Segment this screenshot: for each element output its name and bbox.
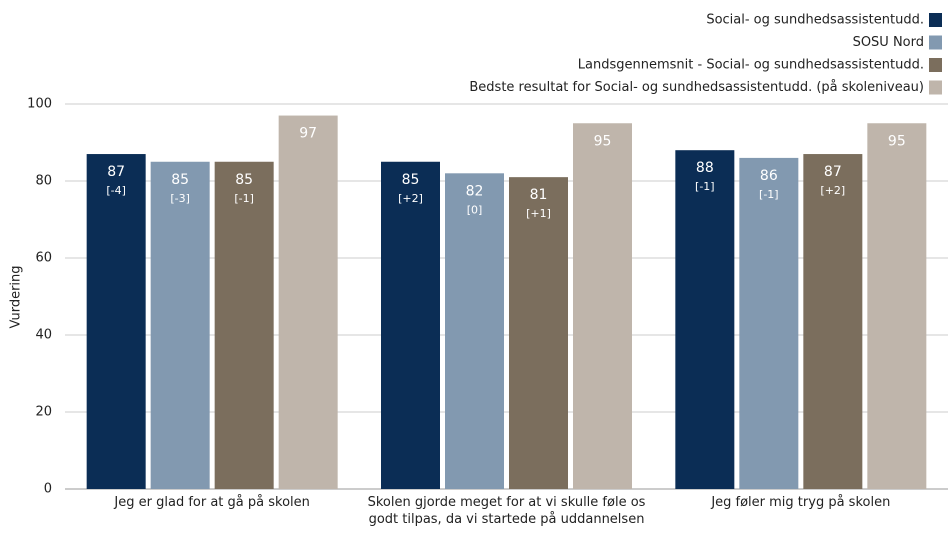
value-label: 88 [696, 160, 714, 176]
x-tick-label-box: Jeg føler mig tryg på skolen [711, 495, 891, 510]
value-label: 85 [235, 172, 253, 188]
value-label: 85 [171, 172, 189, 188]
bar [381, 161, 440, 489]
bar [278, 115, 338, 490]
bar [445, 173, 504, 490]
x-tick-label: Jeg føler mig tryg på skolen [711, 495, 891, 510]
y-tick-label: 80 [35, 174, 52, 189]
legend-swatch [929, 13, 942, 27]
legend-swatch [929, 58, 942, 72]
value-label: 82 [466, 183, 484, 199]
change-label: [0] [467, 203, 483, 216]
bar [86, 154, 146, 490]
value-label: 85 [402, 172, 420, 188]
value-label: 87 [107, 164, 125, 180]
legend-label: Bedste resultat for Social- og sundhedsa… [469, 80, 924, 95]
x-tick-label: Skolen gjorde meget for at vi skulle føl… [367, 495, 646, 527]
bar [739, 157, 799, 489]
bar [150, 161, 210, 489]
legend-swatch [929, 80, 942, 95]
legend-label: SOSU Nord [853, 35, 924, 50]
y-tick-label: 20 [35, 405, 52, 420]
change-label: [-4] [106, 184, 126, 197]
bar [803, 154, 863, 490]
y-axis-label: Vurdering [9, 265, 24, 328]
x-tick-label-box: Skolen gjorde meget for at vi skulle føl… [367, 495, 646, 527]
value-label: 86 [760, 168, 778, 184]
change-label: [-3] [170, 192, 190, 205]
value-label: 97 [299, 126, 317, 142]
legend-label: Social- og sundhedsassistentudd. [706, 13, 924, 28]
change-label: [-1] [759, 188, 779, 201]
x-tick-label-box: Jeg er glad for at gå på skolen [114, 495, 310, 510]
bar [214, 161, 274, 489]
y-tick-label: 40 [35, 328, 52, 343]
y-tick-label: 60 [35, 251, 52, 266]
value-label: 95 [888, 133, 906, 149]
y-tick-label: 100 [27, 97, 52, 112]
value-label: 87 [824, 164, 842, 180]
value-label: 95 [594, 133, 612, 149]
change-label: [+2] [398, 192, 423, 205]
value-label: 81 [530, 187, 548, 203]
y-tick-label: 0 [44, 482, 52, 497]
bar [867, 123, 927, 489]
bar [509, 177, 568, 489]
bar [675, 150, 735, 489]
change-label: [+1] [526, 207, 551, 220]
legend-label: Landsgennemsnit - Social- og sundhedsass… [578, 58, 924, 73]
change-label: [-1] [695, 180, 715, 193]
x-tick-label: Jeg er glad for at gå på skolen [114, 495, 310, 510]
change-label: [+2] [820, 184, 845, 197]
bar [573, 123, 632, 489]
change-label: [-1] [234, 192, 254, 205]
legend-swatch [929, 35, 942, 50]
